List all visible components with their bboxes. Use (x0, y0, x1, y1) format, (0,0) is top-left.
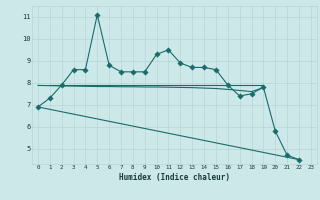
X-axis label: Humidex (Indice chaleur): Humidex (Indice chaleur) (119, 173, 230, 182)
